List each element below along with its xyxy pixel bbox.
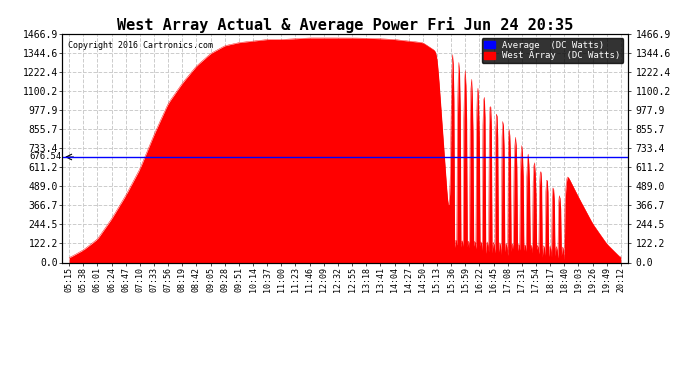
Title: West Array Actual & Average Power Fri Jun 24 20:35: West Array Actual & Average Power Fri Ju… [117, 16, 573, 33]
Legend: Average  (DC Watts), West Array  (DC Watts): Average (DC Watts), West Array (DC Watts… [482, 38, 623, 63]
Text: Copyright 2016 Cartronics.com: Copyright 2016 Cartronics.com [68, 40, 213, 50]
Text: 676.54: 676.54 [30, 153, 62, 162]
